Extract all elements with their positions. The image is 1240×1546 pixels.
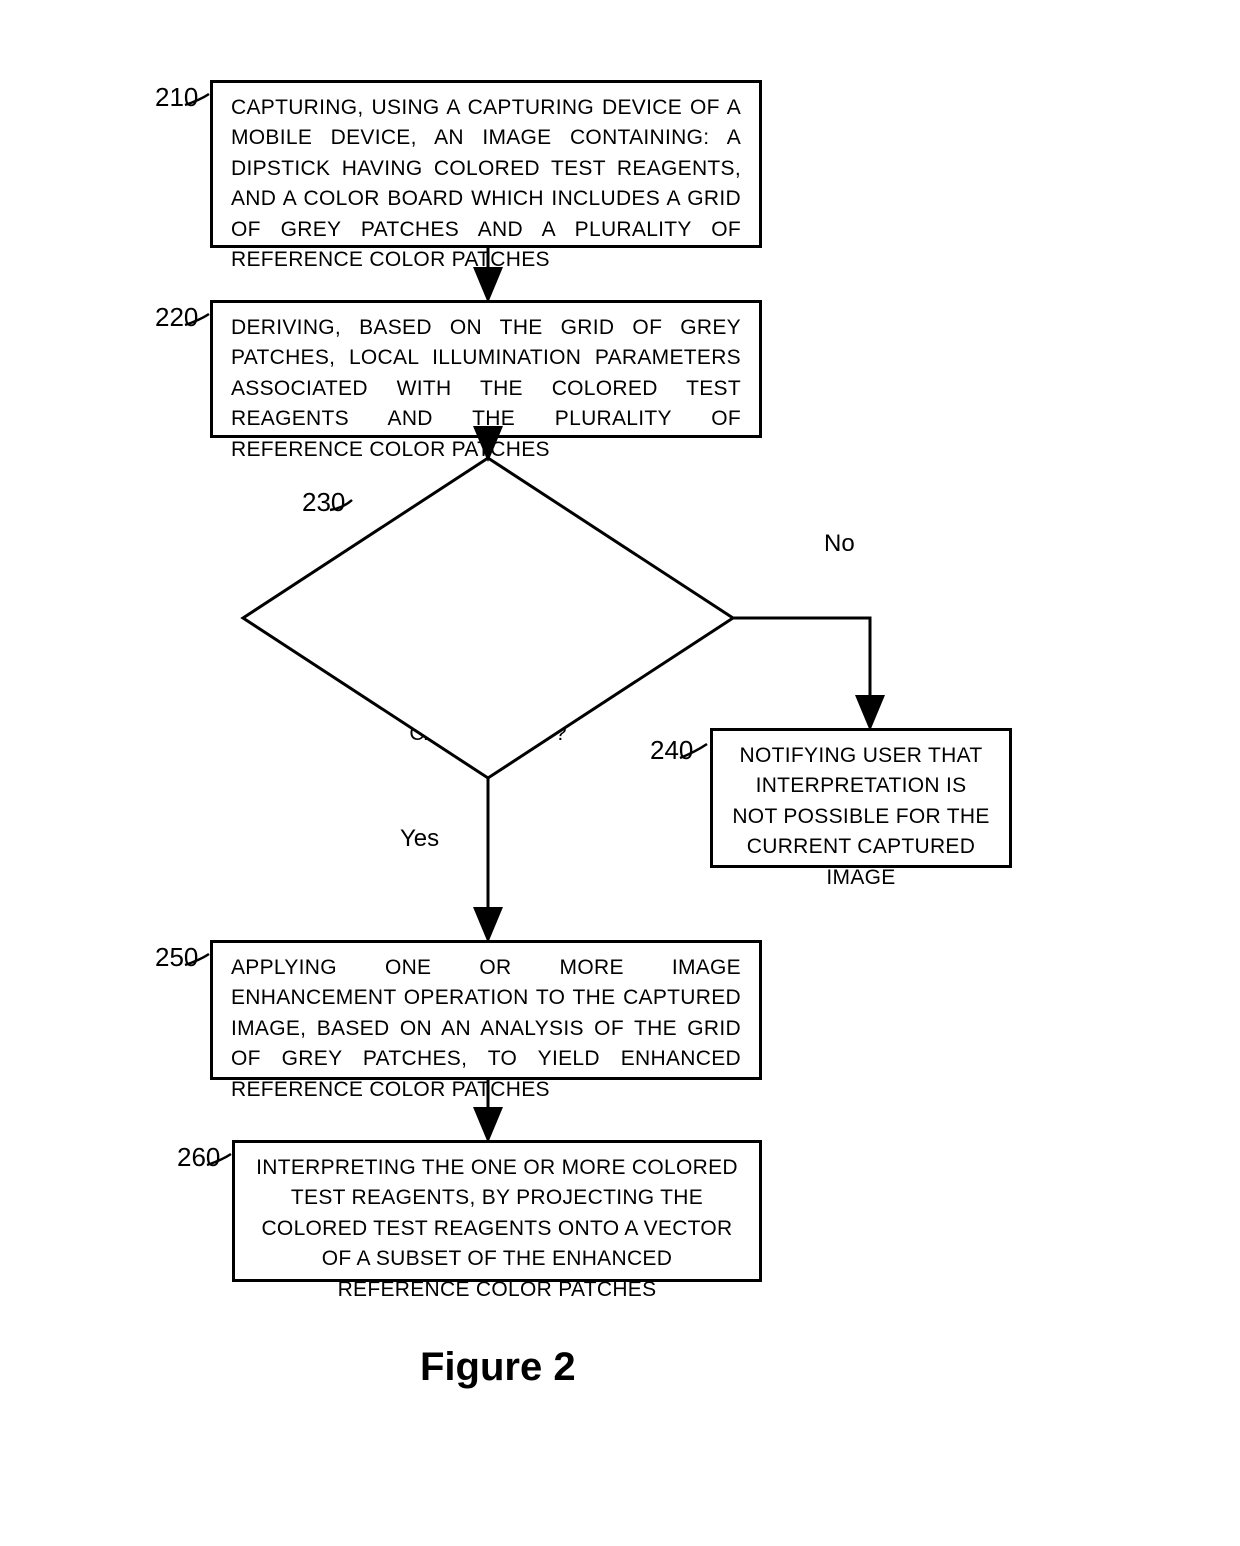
process-box-240: NOTIFYING USER THAT INTERPRETATION IS NO… <box>710 728 1012 868</box>
process-box-220: DERIVING, BASED ON THE GRID OF GREY PATC… <box>210 300 762 438</box>
process-text: INTERPRETING THE ONE OR MORE COLORED TES… <box>256 1156 738 1301</box>
decision-text-230: ILLUMINATION PARAMETERS SUFFICIENT FOR I… <box>358 522 618 749</box>
ref-label-230: 230 <box>302 487 345 518</box>
process-text: CAPTURING, USING A CAPTURING DEVICE OF A… <box>231 96 741 271</box>
process-box-250: APPLYING ONE OR MORE IMAGE ENHANCEMENT O… <box>210 940 762 1080</box>
ref-label-220: 220 <box>155 302 198 333</box>
process-text: DERIVING, BASED ON THE GRID OF GREY PATC… <box>231 316 741 461</box>
ref-label-250: 250 <box>155 942 198 973</box>
ref-label-210: 210 <box>155 82 198 113</box>
edge-230-240-no <box>733 618 870 725</box>
edge-label-no: No <box>824 530 855 558</box>
ref-label-240: 240 <box>650 735 693 766</box>
process-box-210: CAPTURING, USING A CAPTURING DEVICE OF A… <box>210 80 762 248</box>
decision-text: ILLUMINATION PARAMETERS SUFFICIENT FOR I… <box>386 524 590 745</box>
ref-label-260: 260 <box>177 1142 220 1173</box>
flowchart-canvas: CAPTURING, USING A CAPTURING DEVICE OF A… <box>0 0 1240 1546</box>
edge-label-yes: Yes <box>400 825 439 853</box>
figure-caption: Figure 2 <box>420 1345 576 1390</box>
process-text: APPLYING ONE OR MORE IMAGE ENHANCEMENT O… <box>231 956 741 1101</box>
process-text: NOTIFYING USER THAT INTERPRETATION IS NO… <box>732 744 989 889</box>
process-box-260: INTERPRETING THE ONE OR MORE COLORED TES… <box>232 1140 762 1282</box>
